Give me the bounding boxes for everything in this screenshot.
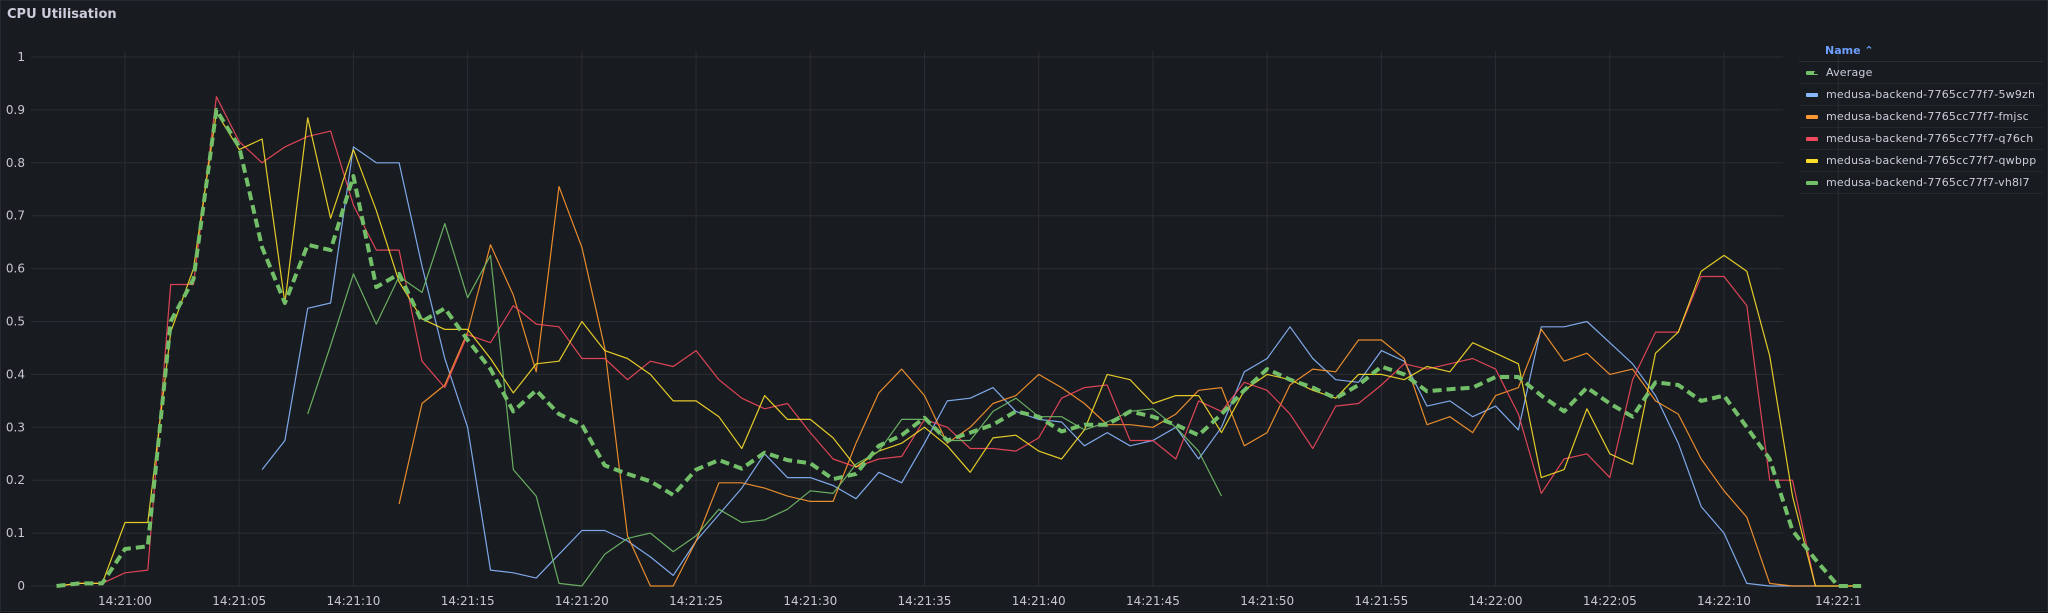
x-tick-label: 14:21:35 (898, 594, 952, 608)
legend-label: medusa-backend-7765cc77f7-vh8l7 (1826, 176, 2030, 189)
legend-label: medusa-backend-7765cc77f7-fmjsc (1826, 110, 2029, 123)
y-tick-label: 0.2 (6, 473, 25, 487)
series-line-average[interactable] (56, 107, 1862, 588)
series-line-medusa-backend-7765cc77f7-5w9zh[interactable] (261, 146, 1816, 587)
y-tick-label: 0.9 (6, 103, 25, 117)
series-line-medusa-backend-7765cc77f7-q76ch[interactable] (56, 96, 1862, 587)
y-tick-label: 0.5 (6, 315, 25, 329)
panel-title: CPU Utilisation (7, 7, 117, 22)
x-tick-label: 14:21:00 (98, 594, 152, 608)
legend-swatch (1806, 158, 1818, 163)
y-tick-label: 0.1 (6, 526, 25, 540)
legend-label: Average (1826, 66, 1873, 79)
legend-rows: Average medusa-backend-7765cc77f7-5w9zh me… (1799, 62, 2043, 194)
legend-label: medusa-backend-7765cc77f7-5w9zh (1826, 88, 2036, 101)
legend-item[interactable]: Average (1799, 62, 2043, 84)
legend-item[interactable]: medusa-backend-7765cc77f7-qwbpp (1799, 150, 2043, 172)
x-tick-label: 14:21:20 (555, 594, 609, 608)
legend-item[interactable]: medusa-backend-7765cc77f7-fmjsc (1799, 106, 2043, 128)
y-tick-label: 0.4 (6, 367, 25, 381)
x-tick-label: 14:21:30 (783, 594, 837, 608)
x-tick-label: 14:21:15 (441, 594, 495, 608)
y-axis-ticks: 0 0.1 0.2 0.3 0.4 0.5 0.6 0.7 0.8 0.9 1 (6, 50, 25, 593)
series-line-medusa-backend-7765cc77f7-qwbpp[interactable] (56, 111, 1862, 587)
legend-label: medusa-backend-7765cc77f7-q76ch (1826, 132, 2034, 145)
x-tick-label: 14:21:40 (1012, 594, 1066, 608)
legend-swatch (1806, 70, 1818, 75)
legend-header-label: Name (1825, 44, 1861, 57)
y-tick-label: 0 (17, 579, 25, 593)
series-lines[interactable] (56, 96, 1862, 588)
legend-header-name[interactable]: Name ⌃ (1799, 41, 2043, 62)
y-tick-label: 0.8 (6, 156, 25, 170)
x-tick-label: 14:21:05 (212, 594, 266, 608)
x-tick-label: 14:21:55 (1354, 594, 1408, 608)
x-tick-label: 14:21:25 (669, 594, 723, 608)
y-tick-label: 0.6 (6, 262, 25, 276)
x-tick-label: 14:21:10 (326, 594, 380, 608)
x-tick-label: 14:22:00 (1469, 594, 1523, 608)
x-tick-label: 14:21:45 (1126, 594, 1180, 608)
series-line-medusa-backend-7765cc77f7-vh8l7[interactable] (307, 223, 1223, 587)
legend-swatch (1806, 180, 1818, 185)
legend-label: medusa-backend-7765cc77f7-qwbpp (1826, 154, 2037, 167)
legend-swatch (1806, 136, 1818, 141)
legend-swatch (1806, 114, 1818, 119)
x-tick-label: 14:21:50 (1240, 594, 1294, 608)
legend-swatch (1806, 92, 1818, 97)
x-axis-ticks: 14:21:00 14:21:05 14:21:10 14:21:15 14:21:20… (98, 594, 1861, 608)
x-tick-label: 14:22:05 (1583, 594, 1637, 608)
x-tick-label: 14:22:1 (1815, 594, 1861, 608)
y-tick-label: 0.7 (6, 209, 25, 223)
grid (31, 51, 1839, 587)
y-tick-label: 0.3 (6, 420, 25, 434)
legend-item[interactable]: medusa-backend-7765cc77f7-q76ch (1799, 128, 2043, 150)
caret-up-icon: ⌃ (1864, 44, 1874, 57)
x-tick-label: 14:22:10 (1697, 594, 1751, 608)
legend: Name ⌃ Average medusa-backend-7765cc77f7-… (1799, 41, 2043, 194)
y-tick-label: 1 (17, 50, 25, 64)
legend-item[interactable]: medusa-backend-7765cc77f7-vh8l7 (1799, 172, 2043, 194)
legend-item[interactable]: medusa-backend-7765cc77f7-5w9zh (1799, 84, 2043, 106)
